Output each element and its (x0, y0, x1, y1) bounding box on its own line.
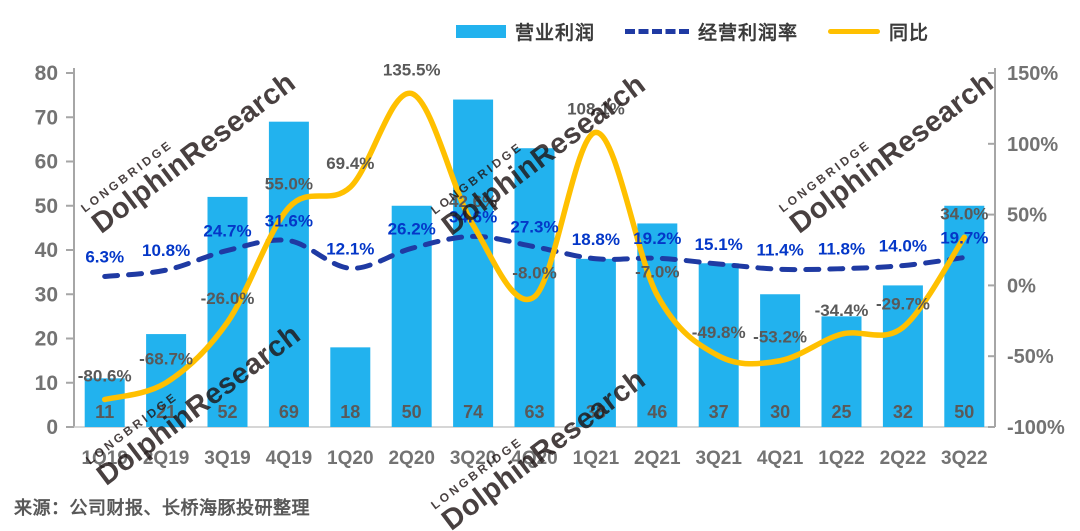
x-tick-label: 4Q19 (266, 448, 312, 469)
x-tick-label: 1Q22 (818, 448, 864, 469)
bar-value-label: 30 (770, 402, 790, 422)
margin-point-label: 24.7% (203, 221, 251, 240)
right-axis-tick-label: 0% (1007, 275, 1036, 297)
bar-3Q20 (453, 99, 494, 428)
left-axis-tick-label: 60 (35, 151, 58, 174)
bar-value-label: 52 (217, 402, 237, 422)
left-axis-tick-label: 50 (35, 195, 58, 218)
margin-point-label: 10.8% (142, 241, 190, 260)
yoy-point-label: 108.1% (567, 99, 625, 118)
legend-label: 营业利润 (515, 23, 596, 44)
bar-value-label: 25 (831, 402, 851, 422)
margin-point-label: 31.6% (265, 212, 313, 231)
yoy-point-label: 55.0% (265, 175, 313, 194)
bar-value-label: 63 (524, 402, 544, 422)
bar-3Q22 (944, 205, 985, 427)
x-tick-label: 2Q20 (388, 448, 434, 469)
bar-value-label: 21 (156, 402, 176, 422)
left-axis-tick-label: 70 (35, 106, 58, 129)
bar-1Q20 (330, 347, 371, 427)
bar-4Q19 (268, 121, 309, 428)
bar-value-label: 46 (647, 402, 667, 422)
bar-value-label: 18 (340, 402, 360, 422)
chart-legend: 营业利润 经营利润率 同比 (456, 18, 929, 45)
margin-point-label: 15.1% (695, 235, 743, 254)
x-tick-label: 2Q21 (634, 448, 681, 469)
line-swatch-icon (828, 29, 881, 34)
yoy-point-label: -53.2% (753, 328, 807, 347)
x-tick-label: 2Q19 (143, 448, 189, 469)
legend-item-operating-margin: 经营利润率 (625, 18, 798, 45)
left-axis-tick-label: 20 (35, 328, 58, 351)
yoy-point-label: 135.5% (383, 61, 441, 80)
right-axis-tick-label: 100% (1007, 134, 1058, 156)
margin-point-label: 6.3% (85, 247, 124, 266)
legend-item-yoy: 同比 (828, 18, 929, 45)
left-axis-tick-label: 40 (35, 239, 58, 262)
bar-2Q20 (391, 205, 432, 427)
yoy-point-label: 34.0% (940, 204, 988, 223)
bar-value-label: 50 (954, 402, 974, 422)
yoy-point-label: -26.0% (201, 289, 255, 308)
left-axis-tick-label: 80 (35, 62, 58, 85)
yoy-point-label: -49.8% (692, 323, 746, 342)
bar-value-label: 11 (95, 402, 114, 422)
margin-point-label: 14.0% (879, 237, 927, 256)
x-tick-label: 3Q19 (204, 448, 250, 469)
bar-1Q21 (575, 258, 616, 427)
margin-point-label: 26.2% (388, 219, 436, 238)
yoy-point-label: -34.4% (815, 301, 869, 320)
bar-value-label: 37 (709, 402, 729, 422)
bar-value-label: 32 (893, 402, 913, 422)
bar-value-label: 50 (402, 402, 422, 422)
x-tick-label: 1Q20 (327, 448, 373, 469)
margin-point-label: 19.7% (940, 229, 988, 248)
right-axis-tick-label: -50% (1007, 346, 1054, 368)
x-tick-label: 1Q21 (573, 448, 620, 469)
margin-point-label: 12.1% (326, 239, 374, 258)
bar-1Q19 (84, 378, 125, 427)
bar-value-label: 74 (463, 402, 483, 422)
left-axis-tick-label: 0 (46, 416, 58, 439)
x-tick-label: 3Q21 (695, 448, 742, 469)
margin-point-label: 11.8% (818, 240, 865, 259)
dashed-line-swatch-icon (625, 29, 690, 34)
bar-4Q20 (514, 148, 555, 427)
left-axis-tick-label: 30 (35, 283, 58, 306)
yoy-point-label: -29.7% (876, 294, 930, 313)
yoy-point-label: -7.0% (635, 262, 679, 281)
right-axis-tick-label: -100% (1007, 417, 1065, 439)
x-tick-label: 3Q20 (450, 448, 496, 469)
margin-point-label: 27.3% (510, 218, 558, 237)
source-note: 来源：公司财报、长桥海豚投研整理 (14, 498, 310, 518)
yoy-point-label: 42.6% (449, 192, 497, 211)
left-axis-tick-label: 10 (35, 372, 58, 395)
x-tick-label: 2Q22 (880, 448, 926, 469)
yoy-line (101, 90, 968, 403)
bar-value-label: 69 (279, 402, 299, 422)
legend-label: 经营利润率 (698, 23, 799, 44)
margin-point-label: 34.6% (449, 207, 497, 226)
right-axis-tick-label: 50% (1007, 205, 1047, 227)
margin-point-label: 11.4% (756, 240, 803, 259)
x-tick-label: 3Q22 (941, 448, 987, 469)
x-tick-label: 1Q19 (81, 448, 127, 469)
margin-line (102, 233, 967, 279)
bar-value-label: 38 (586, 402, 606, 422)
bar-swatch-icon (456, 25, 506, 38)
x-tick-label: 4Q20 (511, 448, 557, 469)
x-tick-label: 4Q21 (757, 448, 804, 469)
margin-point-label: 19.2% (633, 229, 681, 248)
legend-label: 同比 (889, 23, 930, 44)
legend-item-operating-profit: 营业利润 (456, 18, 595, 45)
right-axis-tick-label: 150% (1007, 63, 1058, 85)
yoy-point-label: 69.4% (326, 154, 374, 173)
yoy-point-label: -8.0% (512, 264, 556, 283)
margin-point-label: 18.8% (572, 230, 620, 249)
yoy-point-label: -68.7% (139, 350, 193, 369)
yoy-point-label: -80.6% (78, 367, 132, 386)
bar-3Q19 (207, 196, 248, 427)
